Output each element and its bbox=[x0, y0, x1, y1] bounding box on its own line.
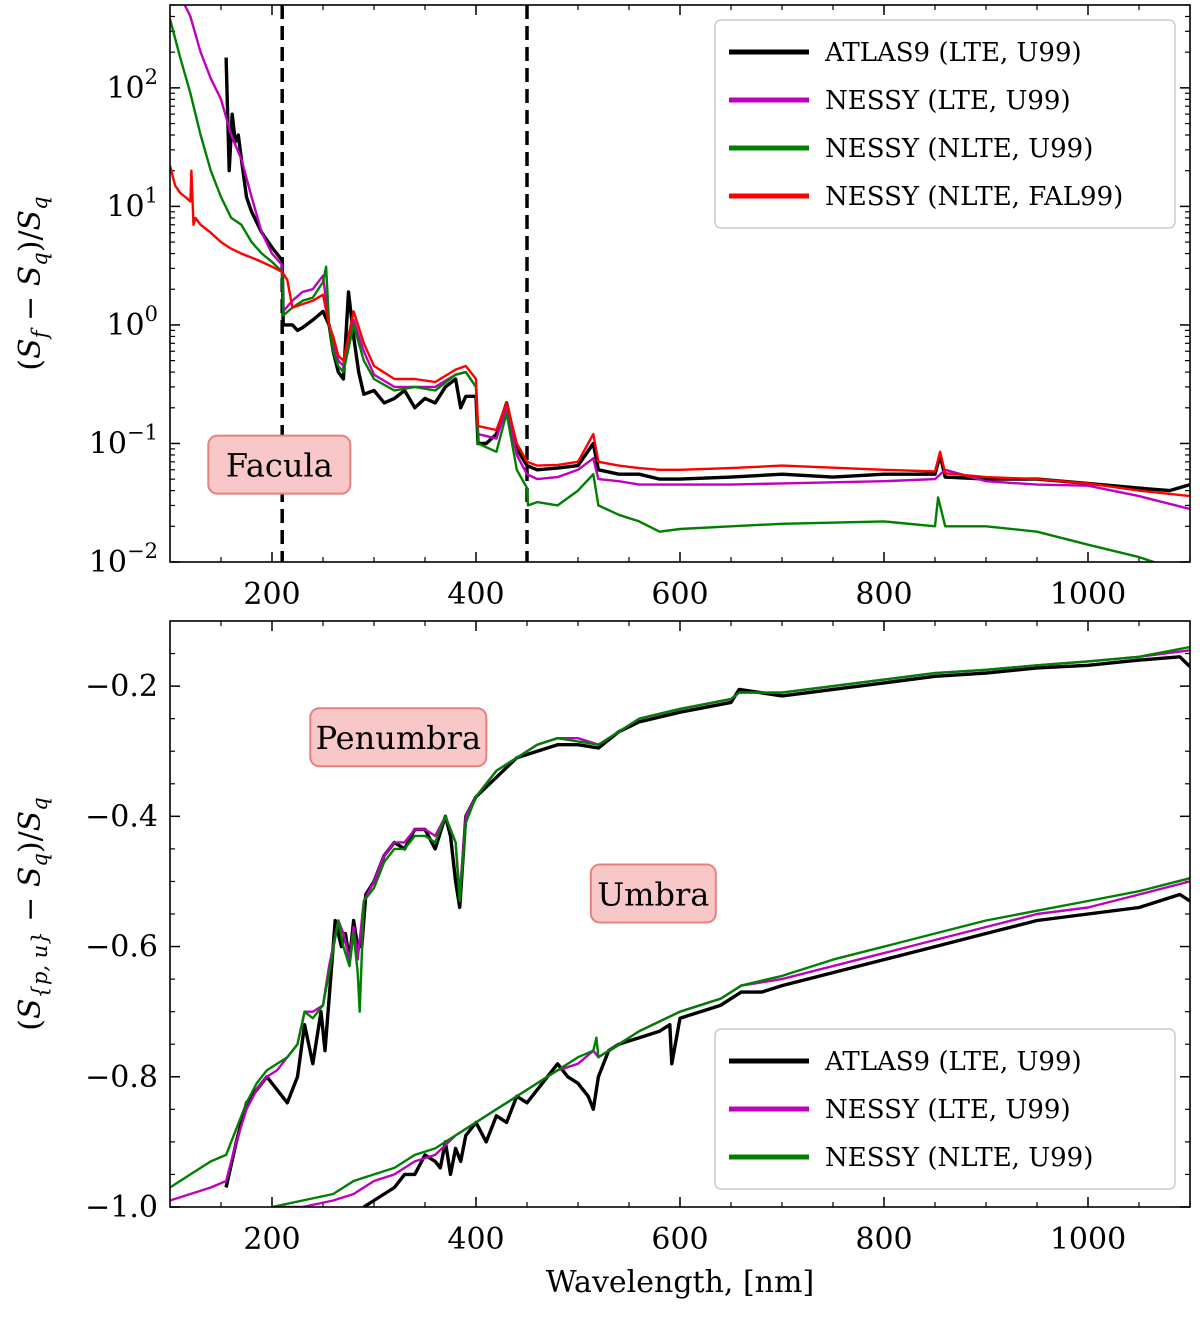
ylabel-part: − bbox=[13, 286, 48, 330]
y-tick-exponent: 1 bbox=[145, 183, 158, 207]
x-tick-label: 200 bbox=[243, 1222, 300, 1257]
legend-entry: NESSY (LTE, U99) bbox=[825, 1095, 1071, 1125]
ylabel-part: q bbox=[28, 853, 52, 866]
annotation-box bbox=[589, 863, 717, 924]
chart-panel-facula: 200 400 600 800 100010−210−1100101102FaculaA… bbox=[13, 4, 1191, 612]
x-tick-label: 400 bbox=[447, 577, 504, 612]
x-tick-label: 1000 bbox=[1050, 1222, 1126, 1257]
ylabel-part: f bbox=[28, 327, 52, 340]
legend-box bbox=[714, 1028, 1176, 1190]
annotation-box bbox=[309, 707, 488, 768]
x-tick-label: 600 bbox=[651, 1222, 708, 1257]
series-line bbox=[183, 5, 1190, 511]
annotation-box bbox=[207, 434, 352, 495]
ylabel-part: − bbox=[13, 887, 48, 931]
chart-panel-penumbra-umbra: 200 400 600 800 1000 −1.0 −0.8 −0.6 −0.4 −0.2 Penu… bbox=[13, 620, 1191, 1300]
legend-entry: NESSY (LTE, U99) bbox=[825, 86, 1071, 116]
x-tick-label: 200 bbox=[243, 577, 300, 612]
legend: ATLAS9 (LTE, U99) NESSY (LTE, U99) NESSY (… bbox=[714, 1028, 1176, 1190]
series-group bbox=[170, 5, 1190, 562]
ylabel-part: ( bbox=[13, 359, 48, 371]
series-line bbox=[170, 18, 1158, 562]
y-tick-exponent: 2 bbox=[145, 65, 158, 89]
legend-entry: NESSY (NLTE, U99) bbox=[825, 134, 1093, 164]
y-tick-base: 10 bbox=[89, 545, 127, 580]
legend-entry: NESSY (NLTE, FAL99) bbox=[825, 182, 1123, 212]
ylabel-part: )/ bbox=[13, 830, 48, 853]
legend: ATLAS9 (LTE, U99) NESSY (LTE, U99) NESSY (… bbox=[714, 19, 1176, 229]
y-axis-label: (S{p, u} − Sq)/Sq bbox=[13, 797, 52, 1030]
ylabel-part: S bbox=[13, 811, 48, 832]
annotation-facula: Facula bbox=[226, 447, 333, 485]
annotation-penumbra: Penumbra bbox=[316, 719, 481, 757]
y-tick-exponent: 0 bbox=[145, 302, 158, 326]
axes-frame bbox=[169, 620, 1191, 1208]
y-tick-label: −0.4 bbox=[85, 799, 158, 834]
legend-entry: ATLAS9 (LTE, U99) bbox=[824, 38, 1082, 68]
y-tick-label: 100 bbox=[106, 302, 158, 343]
ylabel-part: S bbox=[13, 867, 48, 888]
x-tick-label: 800 bbox=[855, 577, 912, 612]
y-tick-label: −0.6 bbox=[85, 930, 158, 965]
y-tick-label: 101 bbox=[106, 183, 158, 224]
ylabel-part: ( bbox=[13, 1019, 48, 1031]
x-tick-label: 800 bbox=[855, 1222, 912, 1257]
legend-entry: NESSY (NLTE, U99) bbox=[825, 1143, 1093, 1173]
ylabel-part: q bbox=[28, 252, 52, 265]
legend-box bbox=[714, 19, 1176, 229]
y-tick-base: 10 bbox=[106, 189, 144, 224]
y-tick-label: −1.0 bbox=[85, 1190, 158, 1225]
axes-frame bbox=[169, 4, 1191, 563]
x-axis-label: Wavelength, [nm] bbox=[546, 1265, 814, 1300]
y-tick-label: −0.2 bbox=[85, 669, 158, 704]
y-tick-label: 102 bbox=[106, 65, 158, 106]
ylabel-part: S bbox=[13, 998, 48, 1019]
ylabel-part: {p, u} bbox=[28, 931, 52, 998]
ylabel-part: )/ bbox=[13, 230, 48, 253]
ylabel-part: S bbox=[13, 266, 48, 287]
y-axis-label: (Sf − Sq)/Sq bbox=[13, 196, 52, 370]
y-tick-exponent: −2 bbox=[127, 539, 158, 563]
x-tick-label: 400 bbox=[447, 1222, 504, 1257]
series-group bbox=[170, 645, 1190, 1207]
y-tick-base: 10 bbox=[106, 308, 144, 343]
series-line bbox=[271, 877, 1190, 1207]
y-tick-label: 10−2 bbox=[89, 539, 158, 580]
y-tick-base: 10 bbox=[89, 426, 127, 461]
series-line bbox=[170, 645, 1190, 1189]
series-line bbox=[170, 165, 1190, 498]
y-tick-label: −0.8 bbox=[85, 1060, 158, 1095]
ylabel-part: q bbox=[28, 196, 52, 209]
series-line bbox=[362, 892, 1190, 1207]
ylabel-part: q bbox=[28, 797, 52, 810]
y-tick-exponent: −1 bbox=[127, 420, 158, 444]
x-tick-label: 600 bbox=[651, 577, 708, 612]
ylabel-part: S bbox=[13, 210, 48, 231]
y-tick-label: 10−1 bbox=[89, 420, 158, 461]
x-tick-label: 1000 bbox=[1050, 577, 1126, 612]
ylabel-part: S bbox=[13, 338, 48, 359]
legend-entry: ATLAS9 (LTE, U99) bbox=[824, 1047, 1082, 1077]
annotation-umbra: Umbra bbox=[597, 875, 709, 913]
y-tick-base: 10 bbox=[106, 71, 144, 106]
